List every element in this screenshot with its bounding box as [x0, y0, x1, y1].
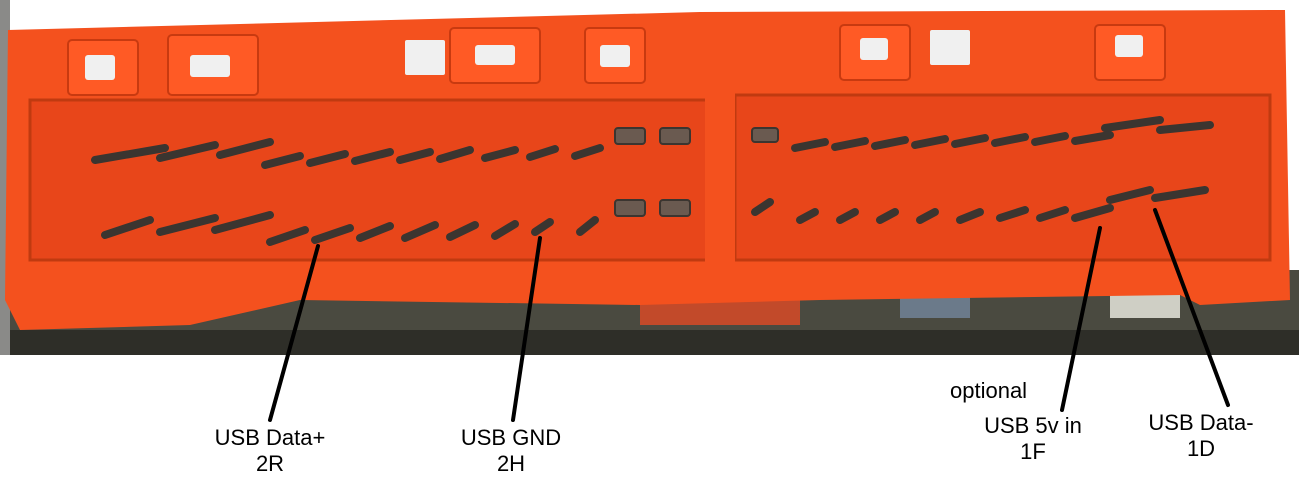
pins-upper-row: [91, 116, 1214, 169]
center-divider: [705, 80, 735, 280]
connector-cavity-right: [733, 93, 1272, 262]
pointer-gnd: [511, 236, 542, 422]
label-optional: optional: [950, 378, 1028, 403]
label-usb-5v-pin: 1F: [1020, 439, 1046, 464]
label-usb-5v-name: USB 5v in: [984, 413, 1082, 438]
label-usb-gnd-pin: 2H: [496, 451, 526, 476]
pointer-data-minus: [1153, 208, 1230, 407]
pointer-lines: [268, 208, 1230, 422]
label-usb-data-minus-name: USB Data-: [1148, 410, 1254, 435]
label-usb-data-plus-name: USB Data+: [214, 425, 326, 450]
label-usb-gnd-name: USB GND: [460, 425, 562, 450]
label-usb-data-plus-pin: 2R: [255, 451, 285, 476]
pointer-5v: [1060, 226, 1102, 412]
label-usb-data-minus: USB Data- 1D: [1136, 410, 1266, 462]
label-usb-data-plus: USB Data+ 2R: [205, 425, 335, 477]
background-left: [0, 0, 10, 355]
label-usb-gnd: USB GND 2H: [446, 425, 576, 477]
pins-lower-row: [101, 186, 1209, 246]
pointer-data-plus: [268, 244, 320, 422]
label-usb-5v: USB 5v in 1F: [968, 413, 1098, 465]
pcb-board-edge: [0, 330, 1299, 355]
latch-holes: [85, 30, 1143, 80]
label-usb-data-minus-pin: 1D: [1186, 436, 1216, 461]
pins-square: [614, 127, 779, 217]
